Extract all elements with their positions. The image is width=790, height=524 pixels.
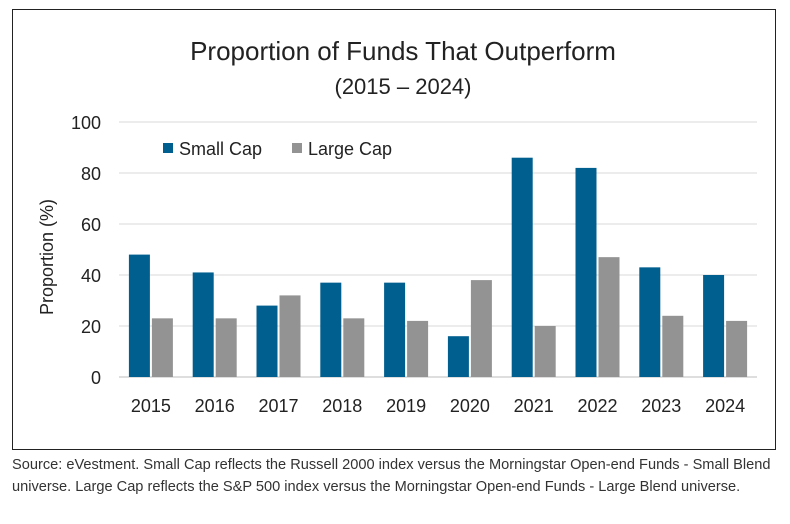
y-tick-label: 40 (81, 266, 101, 286)
source-note: Source: eVestment. Small Cap reflects th… (12, 457, 771, 495)
bar-small-cap-2016 (192, 272, 214, 377)
bar-small-cap-2018 (320, 282, 342, 377)
x-tick-label: 2016 (195, 396, 235, 416)
bar-large-cap-2018 (343, 318, 365, 377)
bar-large-cap-2017 (279, 295, 301, 377)
chart-title: Proportion of Funds That Outperform (190, 36, 616, 66)
legend-label: Small Cap (179, 139, 262, 159)
y-tick-label: 0 (91, 368, 101, 388)
x-tick-label: 2022 (577, 396, 617, 416)
x-tick-label: 2023 (641, 396, 681, 416)
bar-small-cap-2020 (447, 336, 469, 377)
bar-large-cap-2016 (215, 318, 237, 377)
y-tick-label: 100 (71, 113, 101, 133)
bar-small-cap-2017 (256, 305, 278, 377)
y-tick-label: 80 (81, 164, 101, 184)
chart-frame: Proportion of Funds That Outperform (201… (12, 9, 776, 450)
x-tick-label: 2024 (705, 396, 745, 416)
y-axis-label: Proportion (%) (37, 199, 57, 315)
bar-large-cap-2023 (662, 315, 684, 377)
x-tick-label: 2017 (258, 396, 298, 416)
legend-label: Large Cap (308, 139, 392, 159)
bar-large-cap-2024 (726, 320, 748, 377)
bar-small-cap-2015 (128, 254, 150, 377)
legend: Small Cap Large Cap (163, 139, 392, 159)
legend-swatch (292, 143, 302, 153)
bar-large-cap-2020 (470, 280, 492, 377)
bar-small-cap-2019 (384, 282, 406, 377)
x-tick-labels: 2015 2016 2017 2018 2019 2020 2021 2022 2023 2024 (131, 396, 745, 416)
chart-subtitle: (2015 – 2024) (335, 74, 472, 99)
y-tick-labels: 0 20 40 60 80 100 (71, 113, 101, 388)
y-tick-label: 60 (81, 215, 101, 235)
bar-large-cap-2021 (534, 326, 556, 377)
gridlines (119, 121, 757, 378)
bar-large-cap-2022 (598, 257, 620, 377)
bar-small-cap-2024 (703, 275, 725, 377)
x-tick-label: 2018 (322, 396, 362, 416)
bars (128, 157, 748, 377)
bar-small-cap-2022 (575, 167, 597, 377)
x-tick-label: 2020 (450, 396, 490, 416)
legend-swatch (163, 143, 173, 153)
x-tick-label: 2019 (386, 396, 426, 416)
bar-large-cap-2015 (151, 318, 173, 377)
bar-small-cap-2023 (639, 267, 661, 377)
x-tick-label: 2021 (514, 396, 554, 416)
x-tick-label: 2015 (131, 396, 171, 416)
y-tick-label: 20 (81, 317, 101, 337)
bar-small-cap-2021 (511, 157, 533, 377)
bar-large-cap-2019 (407, 320, 429, 377)
bar-chart: Proportion of Funds That Outperform (201… (37, 36, 757, 416)
